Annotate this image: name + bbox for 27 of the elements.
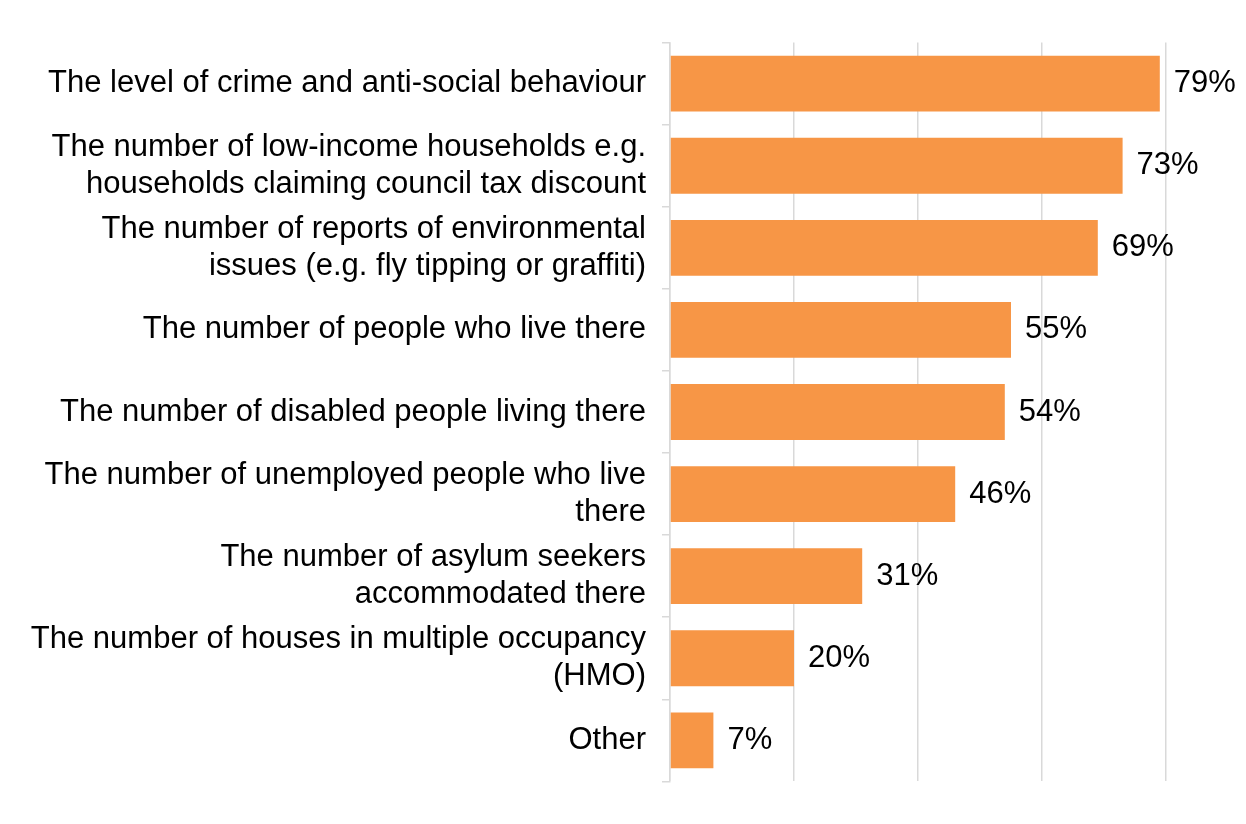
y-tick-label: The number of reports of environmental issues (e.g. fly tipping or graffiti) bbox=[101, 209, 646, 282]
y-tick-label: The number of low-income households e.g. households claiming council tax discount bbox=[51, 127, 647, 200]
data-label: 69% bbox=[1111, 228, 1174, 264]
data-label: 7% bbox=[727, 720, 773, 756]
bar bbox=[670, 466, 956, 522]
data-label: 20% bbox=[808, 638, 871, 674]
bar bbox=[670, 55, 1160, 112]
bar bbox=[670, 137, 1123, 194]
y-tick-label: The number of people who live there bbox=[142, 310, 646, 346]
data-label: 73% bbox=[1136, 146, 1199, 182]
y-tick-label: The number of houses in multiple occupancy (HMO) bbox=[30, 620, 647, 693]
data-label: 55% bbox=[1025, 310, 1088, 346]
bar bbox=[670, 630, 794, 687]
y-tick-label: The number of asylum seekers accommodated there bbox=[220, 538, 646, 611]
bar bbox=[670, 384, 1005, 440]
data-label: 46% bbox=[969, 474, 1032, 510]
y-tick-label: The number of disabled people living there bbox=[60, 392, 646, 428]
bar bbox=[670, 219, 1098, 276]
bar bbox=[670, 548, 863, 605]
bar bbox=[670, 712, 714, 769]
bar bbox=[670, 302, 1011, 358]
data-label: 31% bbox=[876, 556, 939, 592]
y-tick-label: The level of crime and anti-social behaviour bbox=[48, 64, 646, 100]
y-tick-label: The number of unemployed people who live there bbox=[44, 456, 646, 529]
data-label: 79% bbox=[1173, 64, 1236, 100]
y-tick-label: Other bbox=[568, 720, 646, 756]
data-label: 54% bbox=[1018, 392, 1081, 428]
